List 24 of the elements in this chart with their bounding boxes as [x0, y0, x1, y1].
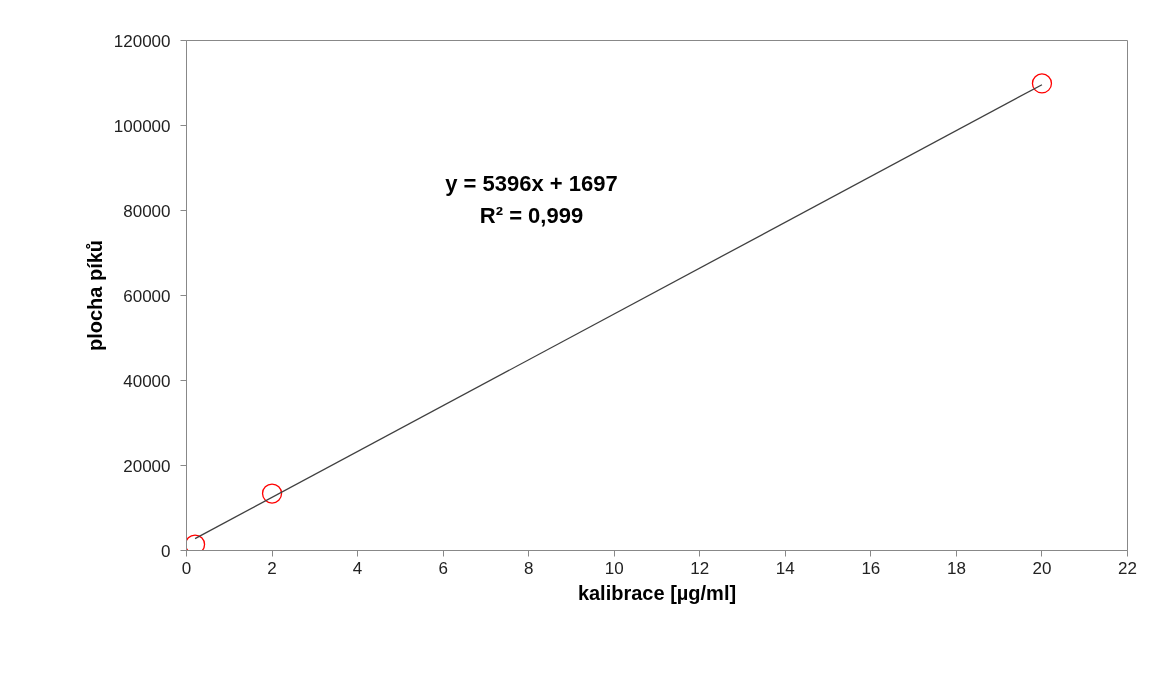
y-axis-title: plocha píků	[83, 239, 106, 352]
x-tick-label: 22	[1118, 558, 1137, 578]
x-tick-label: 18	[946, 558, 966, 578]
x-tick-label: 6	[438, 558, 448, 578]
x-tick-label: 14	[775, 558, 795, 578]
point	[261, 483, 283, 504]
y-tick-label: 120000	[113, 31, 171, 51]
x-tick-label: 4	[352, 558, 363, 578]
point	[1031, 73, 1053, 94]
y-tick-label: 80000	[123, 201, 171, 221]
y-tick-label: 40000	[123, 371, 171, 391]
annotation: y = 5396x + 1697 R² = 0,999	[445, 170, 618, 228]
x-tick-label: 10	[604, 558, 624, 578]
y-tick-label: 100000	[113, 116, 171, 136]
x-tick-label: 0	[181, 558, 192, 578]
x-tick-label: 16	[861, 558, 881, 578]
x-tick-label: 8	[523, 558, 534, 578]
x-tick-label: 12	[690, 558, 710, 578]
x-tick-label: 2	[267, 558, 277, 578]
y-tick-label: 20000	[123, 456, 171, 476]
x-tick-label: 20	[1032, 558, 1052, 578]
y-tick-label: 0	[161, 541, 171, 561]
x-axis-title: kalibrace [µg/ml]	[577, 581, 737, 604]
y-tick-label: 60000	[123, 286, 171, 306]
